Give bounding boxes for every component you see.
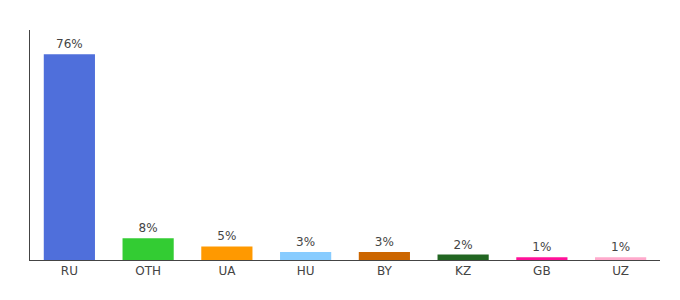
svg-text:RU: RU	[61, 264, 78, 278]
svg-text:2%: 2%	[454, 238, 473, 252]
svg-text:GB: GB	[533, 264, 551, 278]
svg-text:BY: BY	[377, 264, 393, 278]
svg-text:UZ: UZ	[612, 264, 629, 278]
svg-text:5%: 5%	[217, 229, 236, 243]
svg-text:3%: 3%	[296, 235, 315, 249]
svg-text:8%: 8%	[139, 221, 158, 235]
svg-text:3%: 3%	[375, 235, 394, 249]
svg-text:KZ: KZ	[455, 264, 471, 278]
svg-text:UA: UA	[218, 264, 236, 278]
svg-text:1%: 1%	[611, 240, 630, 254]
svg-text:1%: 1%	[532, 240, 551, 254]
svg-text:76%: 76%	[56, 37, 83, 51]
svg-text:OTH: OTH	[135, 264, 161, 278]
svg-text:HU: HU	[297, 264, 315, 278]
